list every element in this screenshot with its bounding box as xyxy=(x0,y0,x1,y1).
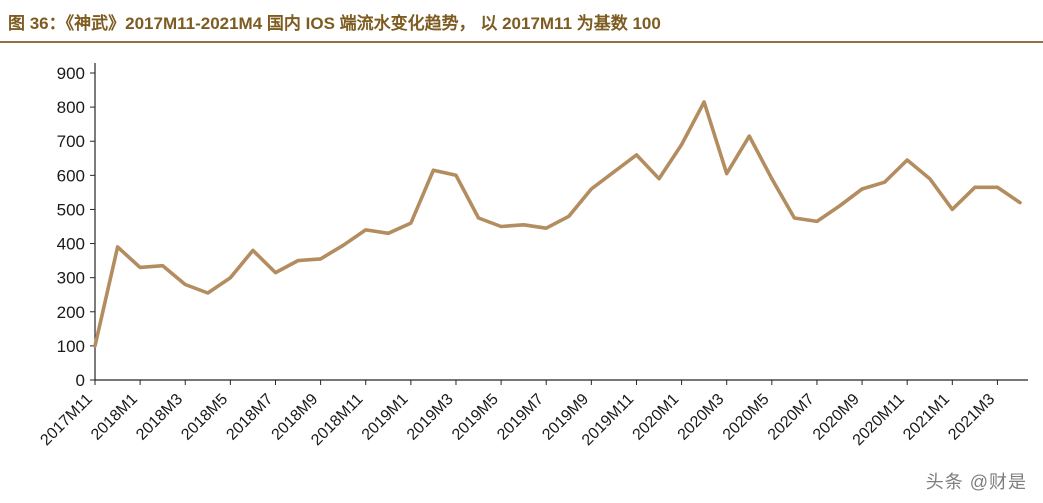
y-tick-label: 600 xyxy=(57,166,85,185)
title-divider xyxy=(0,41,1043,43)
y-tick-label: 700 xyxy=(57,132,85,151)
x-tick-label: 2018M7 xyxy=(223,391,276,444)
figure-title: 图 36：《神武》2017M11-2021M4 国内 IOS 端流水变化趋势， … xyxy=(8,14,661,33)
x-tick-label: 2018M5 xyxy=(178,391,231,444)
y-tick-label: 300 xyxy=(57,269,85,288)
x-tick-label: 2020M5 xyxy=(720,391,773,444)
x-tick-label: 2019M1 xyxy=(359,391,412,444)
y-tick-label: 200 xyxy=(57,303,85,322)
y-tick-label: 0 xyxy=(76,371,85,390)
watermark: 头条 @财是 xyxy=(925,472,1027,492)
line-chart: 01002003004005006007008009002017M112018M… xyxy=(37,63,1028,449)
x-tick-label: 2020M7 xyxy=(765,391,818,444)
y-tick-label: 800 xyxy=(57,98,85,117)
x-tick-label: 2017M11 xyxy=(37,391,95,449)
x-tick-label: 2020M1 xyxy=(630,391,683,444)
series-line xyxy=(93,100,1022,348)
x-tick-label: 2021M1 xyxy=(900,391,953,444)
x-tick-label: 2019M7 xyxy=(494,391,547,444)
x-tick-label: 2020M3 xyxy=(675,391,728,444)
x-tick-label: 2019M5 xyxy=(449,391,502,444)
y-tick-label: 100 xyxy=(57,337,85,356)
y-tick-label: 900 xyxy=(57,64,85,83)
chart-area: 0 100 200 300 400 500 600 700 800 900 2017M11 2018M… xyxy=(0,55,1043,498)
x-tick-label: 2018M1 xyxy=(88,391,141,444)
x-tick-label: 2021M3 xyxy=(945,391,998,444)
x-tick-label: 2019M3 xyxy=(404,391,457,444)
x-tick-label: 2018M3 xyxy=(133,391,186,444)
y-tick-label: 500 xyxy=(57,200,85,219)
y-tick-label: 400 xyxy=(57,235,85,254)
